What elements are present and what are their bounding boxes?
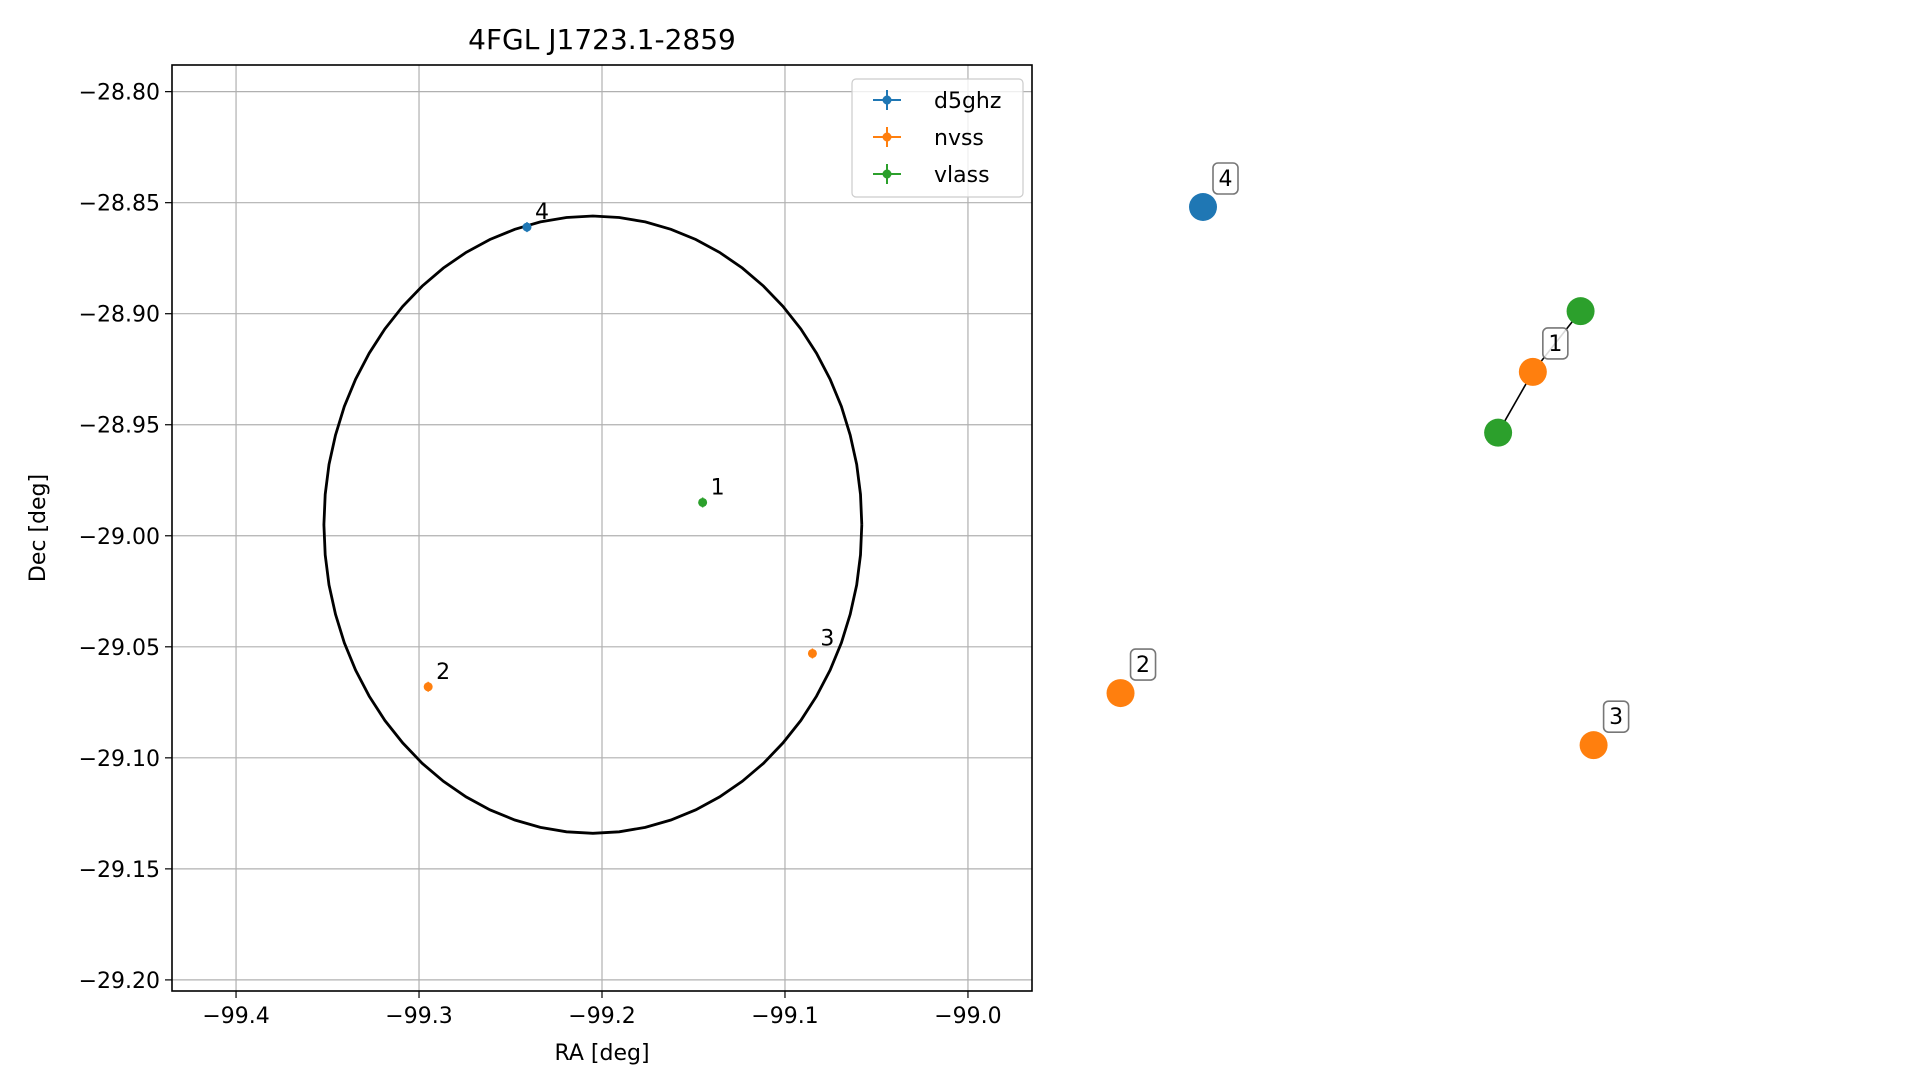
legend-marker [882, 132, 892, 142]
network-node-nvss [1106, 679, 1135, 708]
y-tick-label: −29.05 [79, 636, 160, 661]
y-tick-label: −29.10 [79, 747, 160, 772]
network-node-d5ghz [1189, 193, 1217, 221]
x-tick-label: −99.4 [202, 1004, 269, 1029]
data-point-nvss [423, 682, 433, 692]
y-tick-label: −28.80 [79, 81, 160, 106]
legend: d5ghz nvss vlass [851, 78, 1024, 198]
legend-label: d5ghz [934, 89, 1001, 114]
y-tick-label: −29.20 [79, 969, 160, 994]
network-labels: 4 1 2 3 [1129, 162, 1630, 733]
data-point-d5ghz [522, 222, 532, 232]
network-label: 1 [1548, 332, 1562, 357]
network-label-box [1129, 648, 1157, 681]
data-point-nvss [807, 648, 817, 658]
data-point-vlass [698, 497, 708, 507]
y-tick-label: −28.95 [79, 414, 160, 439]
grid-lines [172, 65, 1032, 991]
x-axis-label: RA [deg] [554, 1041, 649, 1066]
point-label: 4 [535, 200, 549, 225]
legend-label: nvss [934, 126, 984, 151]
network-label-box [1602, 700, 1630, 733]
y-tick-label: −28.85 [79, 192, 160, 217]
network-label: 3 [1609, 705, 1623, 730]
chart-title: 4FGL J1723.1-2859 [468, 23, 736, 56]
point-label: 1 [711, 475, 725, 500]
network-chart: 4 1 2 3 [1106, 162, 1630, 760]
legend-marker [882, 95, 892, 105]
x-tick-label: −99.1 [751, 1004, 818, 1029]
network-label: 2 [1136, 653, 1150, 678]
network-node-vlass [1484, 418, 1513, 447]
network-node-vlass [1566, 297, 1595, 326]
y-axis-ticks: −28.80 −28.85 −28.90 −28.95 −29.00 −29.05 −29.… [79, 81, 172, 994]
legend-box [851, 78, 1024, 198]
x-tick-label: −99.3 [385, 1004, 452, 1029]
x-tick-label: −99.0 [934, 1004, 1001, 1029]
network-node-nvss [1579, 731, 1608, 760]
network-nodes [1106, 193, 1608, 760]
uncertainty-ellipse [322, 214, 864, 835]
x-axis-ticks: −99.4 −99.3 −99.2 −99.1 −99.0 [202, 991, 1002, 1029]
y-tick-label: −29.00 [79, 525, 160, 550]
ellipse-layer [322, 214, 864, 835]
point-label: 2 [436, 660, 450, 685]
points-layer: 4 2 3 1 [423, 200, 834, 692]
legend-label: vlass [934, 163, 990, 188]
network-node-nvss [1518, 357, 1547, 386]
legend-marker [882, 169, 892, 179]
network-label: 4 [1219, 167, 1233, 192]
x-tick-label: −99.2 [568, 1004, 635, 1029]
point-label: 3 [820, 626, 834, 651]
y-tick-label: −29.15 [79, 858, 160, 883]
network-label-box [1542, 327, 1569, 360]
y-axis-label: Dec [deg] [26, 474, 51, 582]
network-label-box [1212, 162, 1239, 195]
y-tick-label: −28.90 [79, 303, 160, 328]
